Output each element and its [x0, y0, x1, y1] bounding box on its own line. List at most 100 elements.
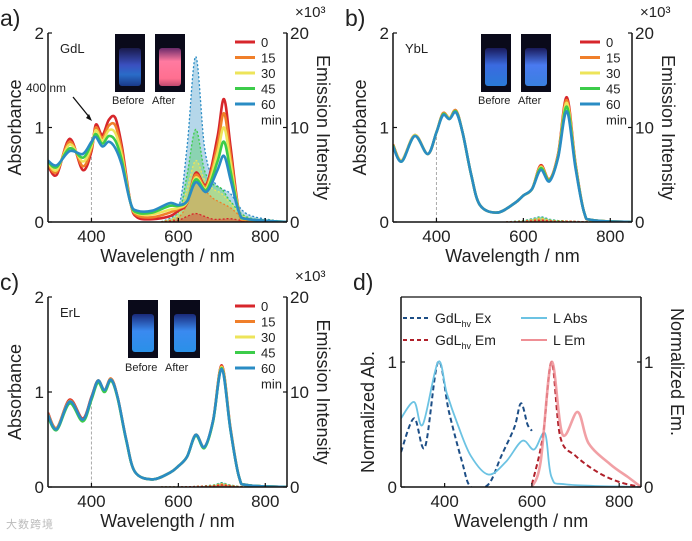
inset-caption-before: Before: [478, 95, 511, 107]
vial-photo-after: [155, 34, 185, 92]
emission-fill-0min: [160, 213, 287, 222]
panel-title: GdL: [60, 41, 85, 56]
absorbance-line-30min: [48, 365, 287, 487]
x-tick-label: 800: [605, 492, 633, 511]
emission-line-0min: [160, 212, 287, 222]
legend-label-60: 60: [261, 361, 275, 376]
legend-label-30: 30: [261, 330, 275, 345]
inset-caption-after: After: [518, 95, 542, 107]
y-tick-label: 1: [388, 353, 397, 372]
emission-fill-15min: [160, 484, 287, 487]
legend-unit: min: [261, 113, 282, 128]
x-tick-label: 800: [596, 227, 624, 246]
x-tick-label: 600: [164, 227, 192, 246]
x-tick-label: 600: [518, 492, 546, 511]
legend-label-gdl-ex: GdLhv Ex: [435, 310, 491, 329]
y2-tick-label: 10: [290, 383, 309, 402]
legend-unit: min: [261, 377, 282, 392]
legend-label-0: 0: [606, 35, 613, 50]
annotation-400nm: 400 nm: [26, 81, 66, 95]
x-tick-label: 400: [430, 492, 458, 511]
legend-label-45: 45: [261, 346, 275, 361]
y-tick-label: 0: [35, 213, 44, 232]
y-axis-title: Normalized Ab.: [358, 351, 378, 473]
panel-title: ErL: [60, 305, 80, 320]
legend-label-45: 45: [261, 82, 275, 97]
y-axis-title: Absorbance: [5, 79, 25, 175]
plot-area: [393, 95, 632, 222]
x-tick-label: 800: [251, 492, 279, 511]
y2-axis-title: Emission Intensity: [313, 55, 333, 200]
y2-tick-label: 0: [290, 478, 299, 497]
vial-photo-before: [481, 34, 511, 92]
y-tick-label: 0: [35, 478, 44, 497]
emission-fill-60min: [160, 482, 287, 487]
watermark: 大数跨境: [6, 519, 54, 531]
emission-fill-30min: [160, 160, 287, 222]
panel-label: d): [353, 269, 373, 295]
vial-photo-before: [115, 34, 145, 92]
legend-unit: min: [606, 113, 627, 128]
inset-caption-after: After: [165, 362, 189, 374]
y2-axis-title: Emission Intensity: [658, 55, 678, 200]
plot-area: [48, 55, 287, 222]
emission-fill-30min: [160, 483, 287, 487]
y-tick-label: 0: [380, 213, 389, 232]
y2-tick-label: 0: [635, 213, 644, 232]
emission-fill-60min: [505, 216, 632, 222]
inset-caption-before: Before: [112, 95, 145, 107]
legend-label-0: 0: [261, 35, 268, 50]
emission-line-15min: [160, 171, 287, 222]
inset-caption-after: After: [152, 95, 176, 107]
y-tick-label: 1: [380, 119, 389, 138]
y2-tick-label: 1: [644, 353, 653, 372]
panel-label: b): [345, 5, 365, 31]
legend-label-60: 60: [261, 97, 275, 112]
emission-fill-45min: [160, 483, 287, 487]
y2-tick-label: 10: [635, 119, 654, 138]
legend-label-30: 30: [606, 66, 620, 81]
y-tick-label: 0: [388, 478, 397, 497]
chart-panel-d: 400 600 800 0 1 0 1 d) Wavelength / nm Normalized…: [353, 269, 687, 531]
series-line-l-abs: [401, 360, 641, 487]
y2-axis-title: Emission Intensity: [313, 319, 333, 464]
emission-fill-45min: [160, 129, 287, 222]
absorbance-line-60min: [48, 135, 287, 222]
y2-tick-label: 0: [290, 213, 299, 232]
y2-axis-unit: ×10³: [640, 4, 670, 21]
x-axis-title: Wavelength / nm: [454, 511, 588, 531]
x-tick-label: 600: [164, 492, 192, 511]
y2-axis-unit: ×10³: [295, 4, 325, 21]
y2-axis-title: Normalized Em.: [667, 308, 687, 436]
vial-photo-before: [128, 300, 158, 358]
y2-tick-label: 20: [290, 24, 309, 43]
absorbance-line-0min: [48, 364, 287, 487]
y-axis-title: Absorbance: [5, 344, 25, 440]
vial-photo-after: [521, 34, 551, 92]
x-tick-label: 400: [422, 227, 450, 246]
vial-photo-after: [170, 300, 200, 358]
x-tick-label: 400: [77, 227, 105, 246]
legend-label-l-em: L Em: [553, 332, 585, 348]
x-tick-label: 800: [251, 227, 279, 246]
x-tick-label: 600: [509, 227, 537, 246]
absorbance-line-15min: [48, 365, 287, 487]
annotation-arrow: [72, 96, 91, 119]
y-tick-label: 1: [35, 119, 44, 138]
y2-tick-label: 20: [635, 24, 654, 43]
legend-label-l-abs: L Abs: [553, 310, 588, 326]
plot-area: [48, 364, 287, 487]
y2-tick-label: 10: [290, 119, 309, 138]
panel-label: a): [0, 5, 20, 31]
series-line-l-em: [530, 360, 641, 487]
emission-fill-45min: [505, 217, 632, 222]
legend-label-0: 0: [261, 299, 268, 314]
legend-label-15: 15: [606, 51, 620, 66]
legend-label-30: 30: [261, 66, 275, 81]
x-axis-title: Wavelength / nm: [100, 246, 234, 266]
absorbance-line-45min: [48, 132, 287, 222]
